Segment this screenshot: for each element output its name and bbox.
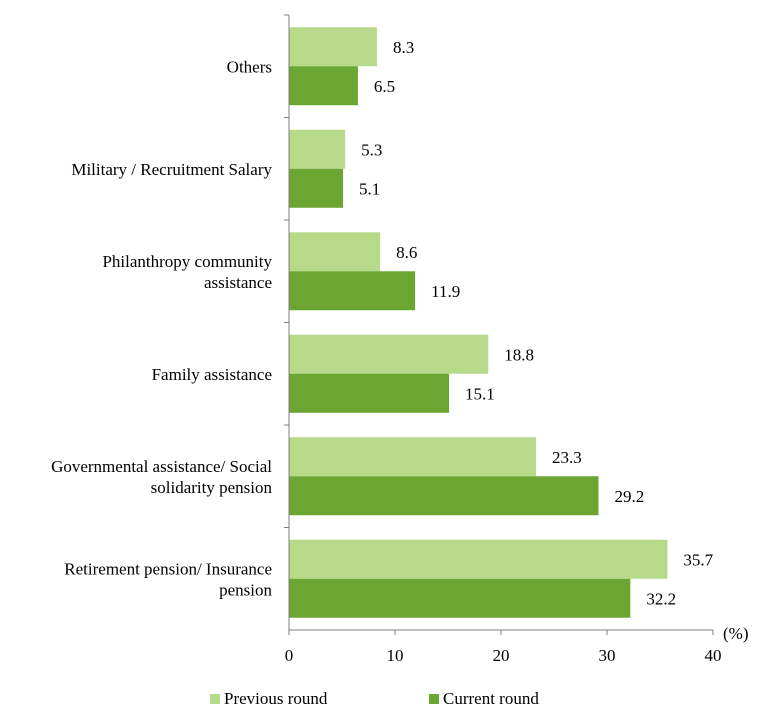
category-label-2: Philanthropy community assistance [102, 252, 272, 292]
bar-current-0 [289, 66, 358, 106]
x-tick-label-4: 40 [705, 646, 722, 665]
bar-current-4 [289, 476, 599, 516]
value-label-previous-4: 23.3 [552, 448, 582, 467]
category-label-3: Family assistance [152, 365, 272, 384]
value-label-current-5: 32.2 [646, 589, 676, 608]
x-axis-unit: (%) [723, 624, 748, 643]
value-label-current-4: 29.2 [615, 487, 645, 506]
category-labels-layer: Others Military / Recruitment Salary Phila… [51, 57, 272, 599]
bar-previous-3 [289, 334, 489, 374]
legend: Previous round Current round [210, 689, 539, 708]
bar-previous-5 [289, 539, 668, 579]
legend-swatch-current [429, 694, 439, 704]
legend-swatch-previous [210, 694, 220, 704]
axes-layer: 0 10 20 30 40 [284, 14, 722, 665]
x-tick-label-2: 20 [493, 646, 510, 665]
bar-current-3 [289, 373, 450, 413]
value-label-current-2: 11.9 [431, 282, 460, 301]
value-label-current-1: 5.1 [359, 179, 380, 198]
bar-previous-0 [289, 27, 377, 67]
bar-previous-2 [289, 232, 381, 272]
value-label-previous-5: 35.7 [683, 550, 713, 569]
bar-current-2 [289, 271, 416, 311]
value-label-previous-0: 8.3 [393, 38, 414, 57]
bar-current-1 [289, 168, 344, 208]
value-label-current-0: 6.5 [374, 77, 395, 96]
legend-label-previous: Previous round [224, 689, 328, 708]
x-tick-label-1: 10 [387, 646, 404, 665]
bar-current-5 [289, 578, 631, 618]
x-tick-label-3: 30 [599, 646, 616, 665]
bar-previous-1 [289, 129, 346, 169]
value-label-current-3: 15.1 [465, 384, 495, 403]
bar-previous-4 [289, 437, 536, 477]
category-label-1: Military / Recruitment Salary [71, 160, 272, 179]
category-label-5: Retirement pension/ Insurance pension [64, 559, 272, 599]
value-label-previous-2: 8.6 [396, 243, 417, 262]
category-label-0: Others [227, 57, 272, 76]
value-label-previous-3: 18.8 [504, 345, 534, 364]
value-label-previous-1: 5.3 [361, 140, 382, 159]
x-tick-label-0: 0 [285, 646, 294, 665]
bars-layer [289, 27, 668, 618]
value-labels-layer: 8.3 6.5 5.3 5.1 8.6 11.9 18.8 15.1 23.3 29.2 35.7 3… [359, 38, 714, 609]
category-label-4: Governmental assistance/ Social solidarit… [51, 457, 272, 497]
legend-label-current: Current round [443, 689, 539, 708]
